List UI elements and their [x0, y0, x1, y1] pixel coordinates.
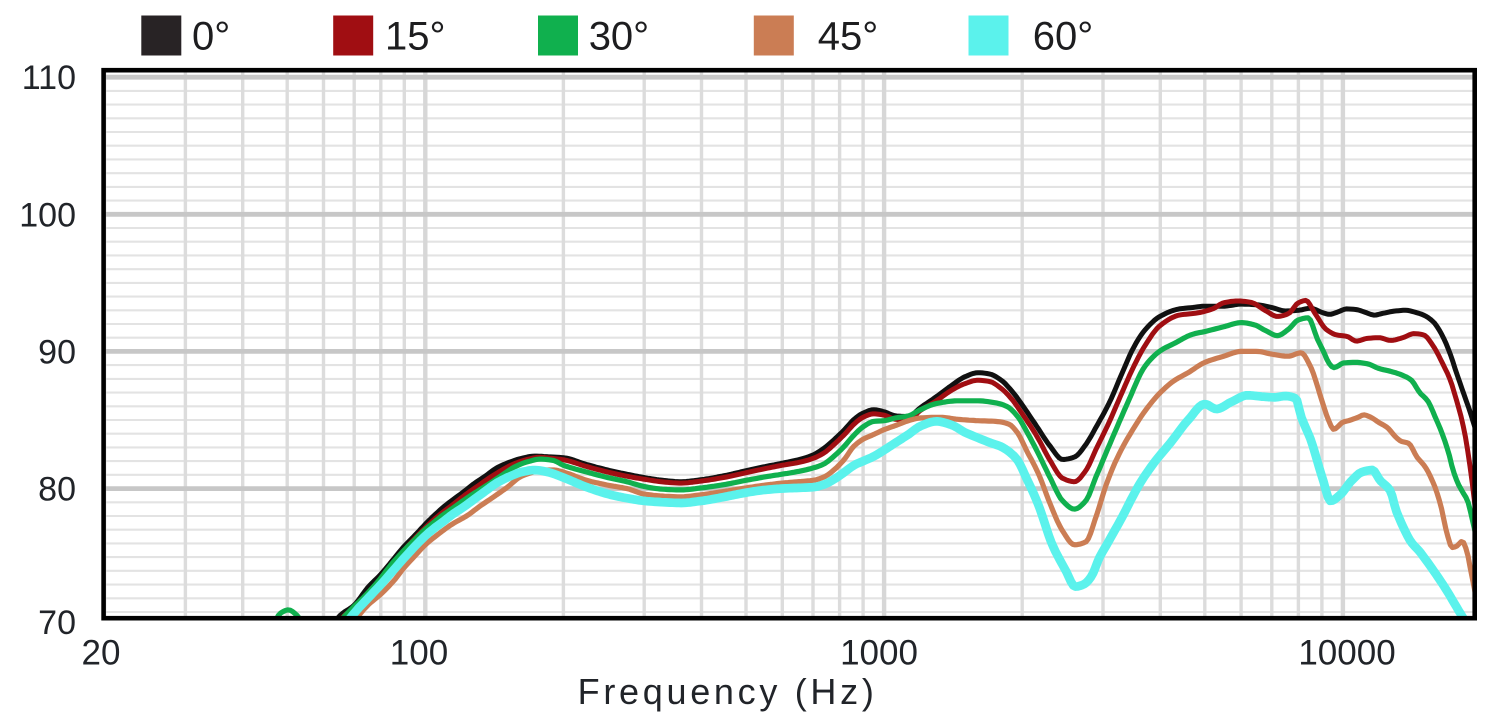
svg-text:45°: 45°	[818, 15, 879, 59]
svg-text:110: 110	[22, 59, 76, 97]
svg-text:1000: 1000	[840, 634, 918, 673]
svg-text:90: 90	[38, 333, 76, 371]
svg-text:0°: 0°	[192, 15, 230, 59]
svg-text:20: 20	[82, 634, 121, 673]
svg-text:15°: 15°	[385, 15, 446, 59]
svg-text:10000: 10000	[1298, 634, 1395, 673]
svg-text:30°: 30°	[589, 15, 650, 59]
svg-text:Frequency (Hz): Frequency (Hz)	[578, 671, 878, 712]
svg-text:80: 80	[38, 471, 76, 509]
svg-text:100: 100	[19, 196, 76, 234]
svg-text:60°: 60°	[1033, 15, 1094, 59]
svg-text:70: 70	[38, 604, 76, 642]
svg-text:100: 100	[390, 634, 448, 673]
